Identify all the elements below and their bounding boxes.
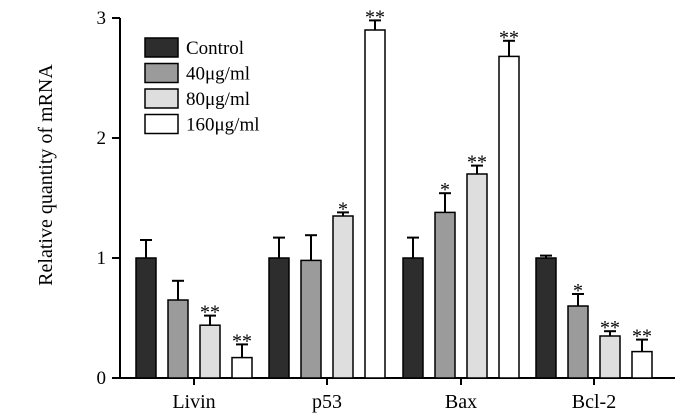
bar — [402, 257, 424, 379]
bar — [332, 215, 354, 379]
y-tick-label: 0 — [97, 368, 107, 389]
x-tick-label: Livin — [172, 391, 215, 413]
x-tick-label: p53 — [312, 391, 342, 413]
legend: Control 40μg/ml 80μg/ml 160μg/ml — [144, 37, 260, 136]
significance-label: * — [440, 179, 450, 201]
bar — [268, 257, 290, 379]
legend-label: 40μg/ml — [186, 64, 250, 85]
significance-label: ** — [200, 302, 220, 324]
significance-label: ** — [232, 330, 252, 352]
bar — [434, 211, 456, 379]
bar — [135, 257, 157, 379]
y-tick-label: 2 — [97, 128, 107, 149]
x-tick-label: Bcl-2 — [572, 391, 616, 413]
y-axis-label: Relative quantity of mRNA — [35, 64, 57, 286]
y-tick-label: 3 — [97, 8, 107, 29]
bars-group: *************** ** — [135, 6, 653, 379]
x-tick-label: Bax — [445, 391, 477, 413]
significance-label: ** — [632, 326, 652, 348]
legend-label: 160μg/ml — [186, 115, 260, 136]
legend-swatch — [144, 37, 179, 58]
bar — [567, 305, 589, 379]
bar — [498, 55, 520, 379]
bar — [300, 259, 322, 379]
significance-label: * — [338, 198, 348, 220]
significance-label: ** — [467, 152, 487, 174]
bar — [167, 299, 189, 379]
legend-swatch — [144, 62, 179, 84]
significance-label: ** — [499, 27, 519, 49]
y-tick-label: 1 — [97, 248, 107, 269]
legend-label: 80μg/ml — [186, 89, 250, 110]
bar — [199, 324, 221, 379]
bar — [535, 257, 557, 379]
bar — [631, 350, 653, 379]
legend-swatch — [144, 88, 179, 109]
significance-label: * — [573, 280, 583, 302]
legend-swatch — [144, 113, 179, 135]
bar — [231, 356, 253, 379]
bar — [599, 335, 621, 379]
bar — [364, 29, 386, 379]
significance-label: ** — [600, 317, 620, 339]
significance-label: ** — [365, 6, 385, 28]
legend-label: Control — [186, 38, 244, 59]
bar — [466, 173, 488, 379]
